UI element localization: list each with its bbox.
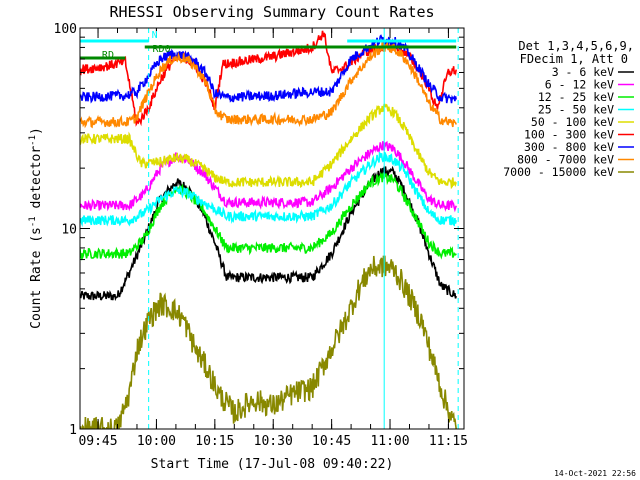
- legend-label: 300 - 800 keV: [524, 140, 614, 154]
- series-line-4: [80, 151, 457, 228]
- x-tick-label: 09:45: [78, 434, 117, 449]
- legend-label: 12 - 25 keV: [538, 90, 614, 104]
- legend-label: 50 - 100 keV: [531, 115, 614, 129]
- series-line-8: [80, 40, 457, 129]
- flag-label-n: N: [152, 30, 158, 41]
- series-layer: [80, 30, 457, 429]
- series-line-3: [80, 171, 457, 261]
- series-line-2: [80, 140, 457, 213]
- plot-frame: [79, 27, 465, 430]
- x-tick-label: 11:00: [370, 434, 409, 449]
- x-tick-label: 10:30: [254, 434, 293, 449]
- x-axis-label: Start Time (17-Jul-08 09:40:22): [151, 457, 394, 472]
- series-line-5: [80, 103, 457, 190]
- y-tick-label: 1: [69, 423, 77, 438]
- legend-label: 100 - 300 keV: [524, 128, 614, 142]
- legend-label: 25 - 50 keV: [538, 103, 614, 117]
- timestamp: 14-Oct-2021 22:56: [554, 469, 636, 478]
- legend-label: 800 - 7000 keV: [517, 153, 614, 167]
- series-line-9: [80, 255, 457, 429]
- flag-layer: [80, 28, 459, 429]
- legend-label: 6 - 12 keV: [545, 78, 614, 92]
- x-tick-label: 10:15: [195, 434, 234, 449]
- legend-header-1: Det 1,3,4,5,6,9,: [518, 39, 634, 53]
- x-tick-label: 10:45: [312, 434, 351, 449]
- flag-label-rd0: RD0: [153, 44, 171, 55]
- y-axis-label: Count Rate (s-1 detector-1): [28, 127, 44, 329]
- legend-label: 3 - 6 keV: [552, 65, 614, 79]
- flag-label-rd: RD: [102, 50, 114, 61]
- legend: Det 1,3,4,5,6,9, FDecim 1, Att 0 3 - 6 k…: [503, 39, 634, 179]
- legend-header-2: FDecim 1, Att 0: [520, 52, 628, 66]
- legend-label: 7000 - 15000 keV: [503, 165, 614, 179]
- x-tick-label: 10:00: [137, 434, 176, 449]
- y-tick-label: 10: [61, 223, 77, 238]
- axis-layer: 1 10 100 09:45 10:00 10:15 10:30 10:45 11:00 11:1…: [54, 22, 468, 449]
- y-tick-label: 100: [54, 22, 77, 37]
- chart-title: RHESSI Observing Summary Count Rates: [109, 3, 434, 21]
- x-tick-label: 11:15: [429, 434, 468, 449]
